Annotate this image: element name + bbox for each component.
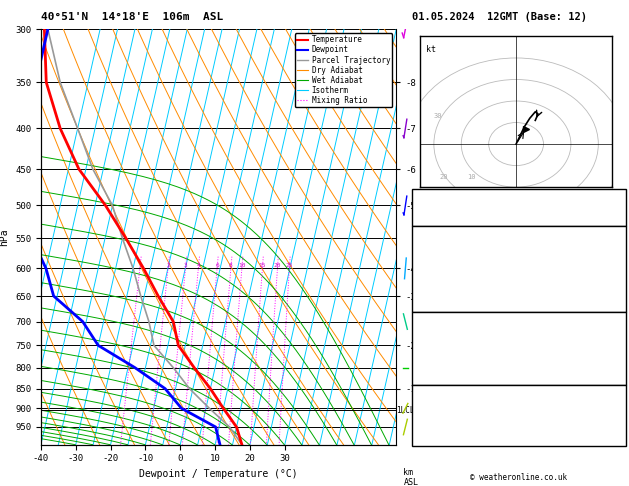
Text: Surface: Surface (500, 229, 538, 238)
Text: 0: 0 (616, 362, 622, 371)
Text: 228°: 228° (601, 423, 622, 433)
Text: 315: 315 (606, 265, 622, 274)
Text: EH: EH (416, 399, 426, 409)
Text: StmDir: StmDir (416, 423, 448, 433)
Text: θₑ(K): θₑ(K) (416, 265, 443, 274)
Text: 15: 15 (259, 263, 266, 268)
Text: 0: 0 (616, 289, 622, 298)
Text: 318: 318 (606, 338, 622, 347)
Text: 1: 1 (616, 350, 622, 359)
Text: 3: 3 (616, 374, 622, 383)
Text: CIN (J): CIN (J) (416, 300, 454, 310)
Legend: Temperature, Dewpoint, Parcel Trajectory, Dry Adiabat, Wet Adiabat, Isotherm, Mi: Temperature, Dewpoint, Parcel Trajectory… (295, 33, 392, 107)
Text: 20: 20 (440, 174, 448, 179)
Text: 17.7: 17.7 (601, 241, 622, 250)
Text: 30: 30 (434, 113, 442, 119)
Text: © weatheronline.co.uk: © weatheronline.co.uk (470, 473, 567, 482)
Text: K: K (416, 191, 421, 201)
Text: 10: 10 (238, 263, 245, 268)
Text: PW (cm): PW (cm) (416, 215, 454, 225)
Text: 0: 0 (616, 300, 622, 310)
Text: CAPE (J): CAPE (J) (416, 362, 459, 371)
Text: Totals Totals: Totals Totals (416, 203, 486, 212)
Text: 45: 45 (611, 399, 622, 409)
Text: Pressure (mb): Pressure (mb) (416, 326, 486, 335)
Text: Hodograph: Hodograph (495, 388, 543, 397)
Text: 750: 750 (606, 326, 622, 335)
Text: Mixing Ratio (g/kg): Mixing Ratio (g/kg) (420, 193, 429, 281)
Text: 25: 25 (286, 263, 293, 268)
Text: 40°51'N  14°18'E  106m  ASL: 40°51'N 14°18'E 106m ASL (41, 12, 223, 22)
Text: 47: 47 (611, 203, 622, 212)
Text: 2.58: 2.58 (601, 215, 622, 225)
Text: 01.05.2024  12GMT (Base: 12): 01.05.2024 12GMT (Base: 12) (412, 12, 587, 22)
Text: SREH: SREH (416, 412, 437, 421)
Text: 3: 3 (184, 263, 187, 268)
Text: 4: 4 (196, 263, 200, 268)
Text: 8: 8 (229, 263, 233, 268)
Text: 6: 6 (215, 263, 219, 268)
Text: 10: 10 (467, 174, 476, 179)
Text: 2: 2 (616, 277, 622, 286)
Text: CAPE (J): CAPE (J) (416, 289, 459, 298)
Text: Temp (°C): Temp (°C) (416, 241, 464, 250)
Text: Most Unstable: Most Unstable (484, 314, 554, 324)
Text: θₑ (K): θₑ (K) (416, 338, 448, 347)
Text: 2: 2 (166, 263, 170, 268)
Text: 20: 20 (274, 263, 281, 268)
Text: Lifted Index: Lifted Index (416, 277, 481, 286)
Text: 57: 57 (611, 412, 622, 421)
Text: 1LCL: 1LCL (396, 406, 415, 415)
Text: km
ASL: km ASL (403, 468, 418, 486)
Text: CIN (J): CIN (J) (416, 374, 454, 383)
Text: StmSpd (kt): StmSpd (kt) (416, 435, 475, 445)
Text: 11.4: 11.4 (601, 253, 622, 262)
Text: 29: 29 (611, 191, 622, 201)
Text: Lifted Index: Lifted Index (416, 350, 481, 359)
Text: 19: 19 (611, 435, 622, 445)
Text: kt: kt (426, 45, 436, 53)
X-axis label: Dewpoint / Temperature (°C): Dewpoint / Temperature (°C) (139, 469, 298, 479)
Text: Dewp (°C): Dewp (°C) (416, 253, 464, 262)
Text: 1: 1 (138, 263, 142, 268)
Y-axis label: hPa: hPa (0, 228, 9, 246)
